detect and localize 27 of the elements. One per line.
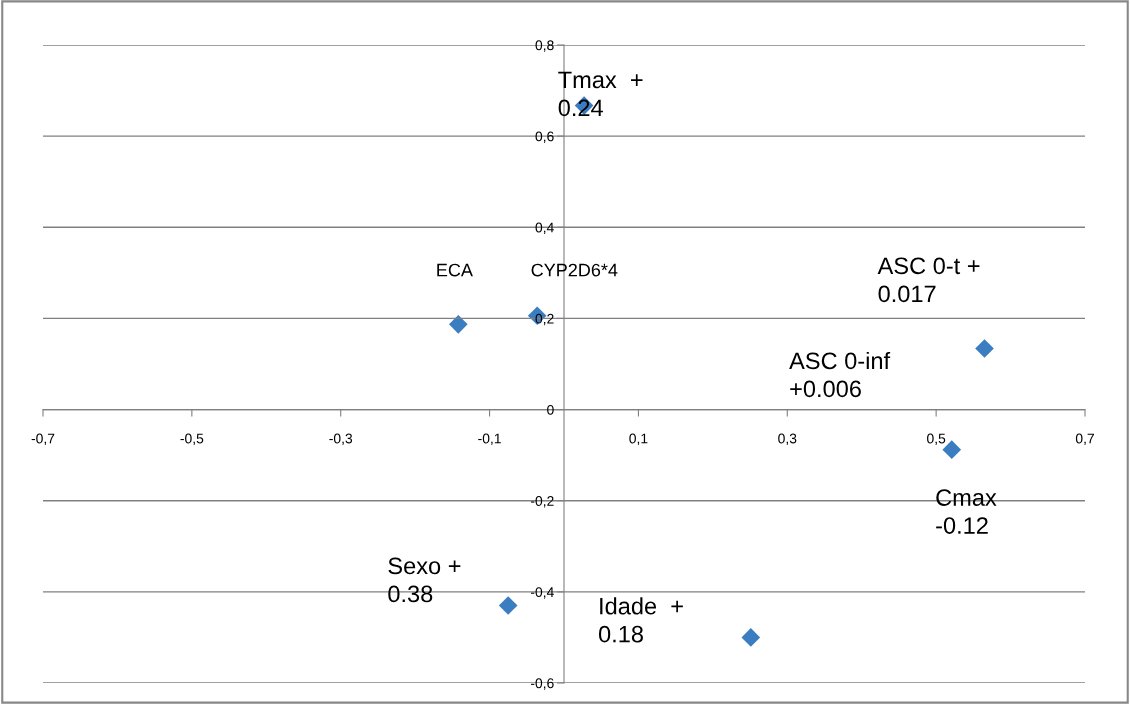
- x-tick-label: -0,5: [180, 433, 204, 446]
- annotation: Cmax -0.12: [936, 489, 997, 534]
- x-tick-label: 0,1: [629, 433, 648, 446]
- y-tick-label: -0,2: [530, 496, 554, 508]
- point: [741, 628, 761, 647]
- y-tick-label: 0,8: [535, 40, 554, 52]
- annotation: ASC 0-inf +0.006: [789, 351, 891, 398]
- y-tick-label: -0,6: [530, 678, 554, 690]
- annotation: Sexo + 0.38: [388, 557, 461, 603]
- y-tick-label: 0: [547, 404, 554, 415]
- x-tick-label: -0,3: [329, 433, 353, 446]
- annotation: ASC 0-t + 0.017: [877, 257, 980, 303]
- annotation: ECA: [437, 263, 473, 277]
- x-tick-label: 0,5: [927, 433, 946, 446]
- y-tick-label: 0,6: [535, 131, 554, 143]
- point: [498, 596, 518, 615]
- y-tick-label: 0,4: [535, 222, 554, 235]
- x-tick-label: -0,7: [31, 433, 55, 446]
- x-tick-label: 0,3: [778, 433, 797, 446]
- annotation: CYP2D6*4: [531, 263, 618, 277]
- annotation: Idade + 0.18: [598, 597, 683, 643]
- point: [975, 339, 994, 358]
- point: [448, 315, 468, 334]
- x-tick-label: -0,1: [478, 433, 501, 446]
- y-tick-label: -0,4: [530, 587, 554, 599]
- y-tick-label: 0,2: [535, 313, 554, 326]
- x-tick-label: 0,7: [1075, 433, 1094, 446]
